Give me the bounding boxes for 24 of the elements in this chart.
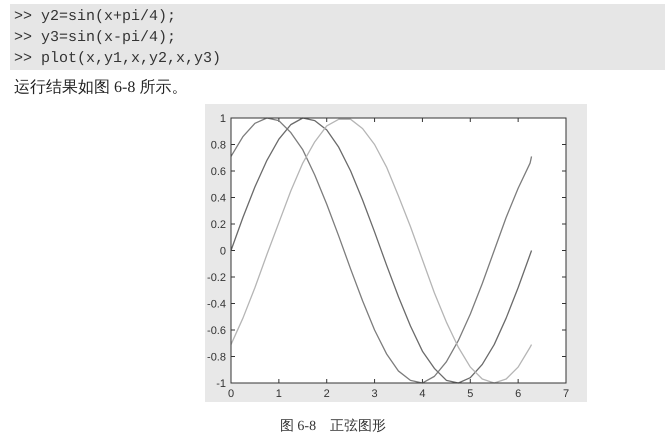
y-tick-label: -0.2 [207, 272, 226, 284]
text: >> y3=sin(x-pi/4); [14, 29, 176, 46]
x-tick-label: 7 [562, 388, 570, 400]
x-tick-label: 0 [228, 388, 234, 400]
x-tick-label: 5 [467, 388, 474, 400]
text: >> y2=sin(x+pi/4); [14, 8, 176, 25]
text: >> plot(x,y1,x,y2,x,y3) [14, 50, 222, 67]
y-tick-label: 0.4 [210, 192, 226, 204]
y-tick-label: 1 [220, 113, 226, 125]
y-tick-label: -0.8 [207, 352, 226, 364]
y-tick-label: 0.2 [210, 219, 226, 231]
x-tick-label: 2 [324, 388, 330, 400]
y-tick-label: 0.8 [210, 140, 226, 152]
x-tick-label: 1 [276, 388, 282, 400]
y-tick-label: 0 [220, 246, 226, 258]
x-tick-label: 6 [515, 388, 522, 400]
x-tick-label: 4 [419, 388, 426, 400]
x-tick-label: 3 [372, 388, 378, 400]
y-tick-label: 0.6 [210, 166, 226, 178]
y-tick-label: -0.4 [207, 298, 226, 310]
y-tick-label: -1 [216, 378, 226, 390]
caption: 图 6-8 正弦图形 [280, 418, 386, 434]
y-tick-label: -0.6 [207, 325, 226, 337]
text: 运行结果如图 6-8 所示。 [14, 78, 188, 96]
